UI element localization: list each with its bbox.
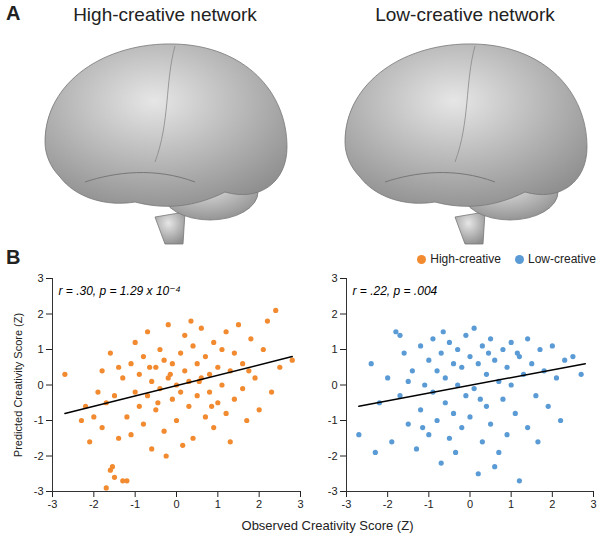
svg-text:-3: -3 <box>34 485 44 497</box>
svg-text:-2: -2 <box>89 498 99 510</box>
svg-text:r = .22, p = .004: r = .22, p = .004 <box>353 284 438 298</box>
html-text:Observed Creativity Score (Z): Observed Creativity Score (Z) <box>241 518 414 533</box>
svg-text:1: 1 <box>37 343 43 355</box>
html-text:B: B <box>6 246 21 268</box>
svg-text:1: 1 <box>331 343 337 355</box>
svg-text:0: 0 <box>467 498 473 510</box>
svg-text:2: 2 <box>256 498 262 510</box>
svg-text:-2: -2 <box>328 450 338 462</box>
svg-text:-1: -1 <box>328 414 338 426</box>
svg-text:0: 0 <box>331 379 337 391</box>
svg-text:2: 2 <box>37 308 43 320</box>
svg-text:1: 1 <box>215 498 221 510</box>
svg-text:-1: -1 <box>130 498 140 510</box>
svg-text:2: 2 <box>331 308 337 320</box>
svg-text:-3: -3 <box>342 498 352 510</box>
svg-text:Predicted Creativity Score (Z): Predicted Creativity Score (Z) <box>12 313 24 457</box>
html-text:Low-creative: Low-creative <box>528 252 596 266</box>
svg-text:r = .30, p = 1.29 x 10⁻⁴: r = .30, p = 1.29 x 10⁻⁴ <box>59 284 181 298</box>
html-text:Low-creative network: Low-creative network <box>375 4 555 25</box>
svg-text:2: 2 <box>549 498 555 510</box>
svg-text:-2: -2 <box>383 498 393 510</box>
html-text:A: A <box>6 2 21 24</box>
svg-text:3: 3 <box>37 272 43 284</box>
svg-text:3: 3 <box>590 498 596 510</box>
svg-text:-1: -1 <box>34 414 44 426</box>
svg-text:-3: -3 <box>328 485 338 497</box>
svg-text:-3: -3 <box>48 498 58 510</box>
svg-text:3: 3 <box>331 272 337 284</box>
svg-text:-2: -2 <box>34 450 44 462</box>
svg-text:3: 3 <box>297 498 303 510</box>
svg-text:-1: -1 <box>424 498 434 510</box>
svg-text:1: 1 <box>508 498 514 510</box>
html-text:High-creative network: High-creative network <box>73 4 257 25</box>
html-text:High-creative: High-creative <box>430 252 501 266</box>
svg-text:0: 0 <box>37 379 43 391</box>
svg-text:0: 0 <box>173 498 179 510</box>
